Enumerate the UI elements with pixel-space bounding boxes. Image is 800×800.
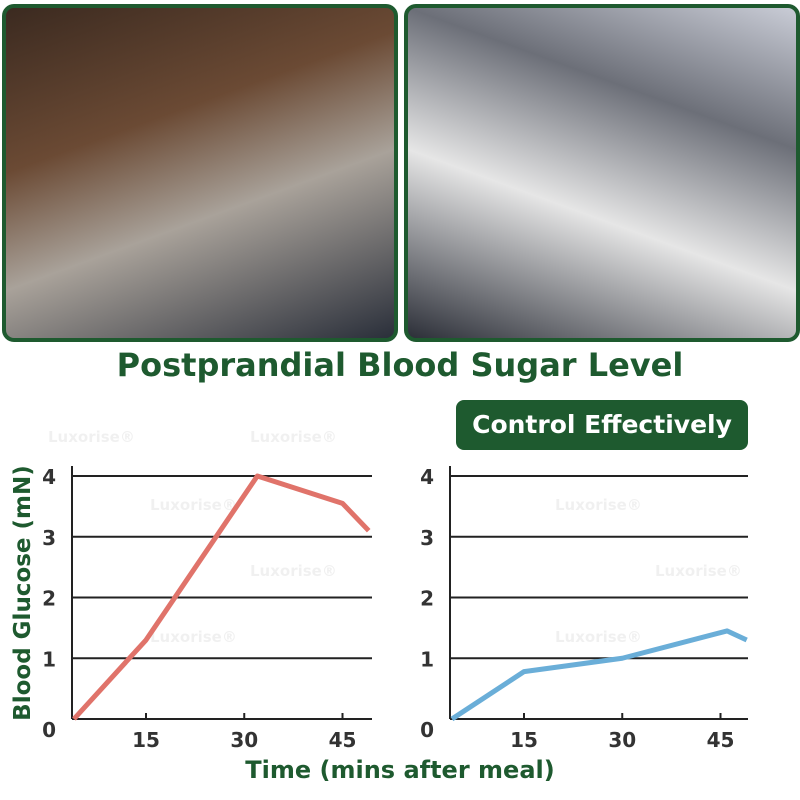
watermark: Luxorise® xyxy=(48,428,135,446)
y-tick-label: 4 xyxy=(420,465,434,489)
photo-uncontrolled-eating xyxy=(2,4,398,342)
watermark: Luxorise® xyxy=(150,496,237,514)
y-tick-label: 1 xyxy=(420,647,434,671)
y-tick-label: 4 xyxy=(42,465,56,489)
watermark: Luxorise® xyxy=(250,428,337,446)
watermark: Luxorise® xyxy=(655,562,742,580)
page-title: Postprandial Blood Sugar Level xyxy=(116,346,684,384)
x-tick-label: 15 xyxy=(510,728,538,752)
y-tick-label: 0 xyxy=(42,718,56,742)
y-tick-label: 1 xyxy=(42,647,56,671)
photo-controlled-with-watch xyxy=(404,4,800,342)
y-tick-label: 3 xyxy=(42,526,56,550)
x-tick-label: 30 xyxy=(230,728,258,752)
watermark: Luxorise® xyxy=(555,628,642,646)
x-tick-label: 15 xyxy=(132,728,160,752)
series-line xyxy=(450,628,748,722)
watermark: Luxorise® xyxy=(555,496,642,514)
y-tick-label: 3 xyxy=(420,526,434,550)
watermark: Luxorise® xyxy=(150,628,237,646)
x-tick-label: 30 xyxy=(608,728,636,752)
y-axis-label: Blood Glucose (mN) xyxy=(10,465,36,721)
y-tick-label: 2 xyxy=(42,587,56,611)
x-axis-label: Time (mins after meal) xyxy=(245,756,555,784)
y-tick-label: 0 xyxy=(420,718,434,742)
y-tick-label: 2 xyxy=(420,587,434,611)
series-line xyxy=(72,473,371,721)
x-tick-label: 45 xyxy=(707,728,735,752)
watermark: Luxorise® xyxy=(250,562,337,580)
control-effectively-badge: Control Effectively xyxy=(456,400,748,450)
x-tick-label: 45 xyxy=(329,728,357,752)
